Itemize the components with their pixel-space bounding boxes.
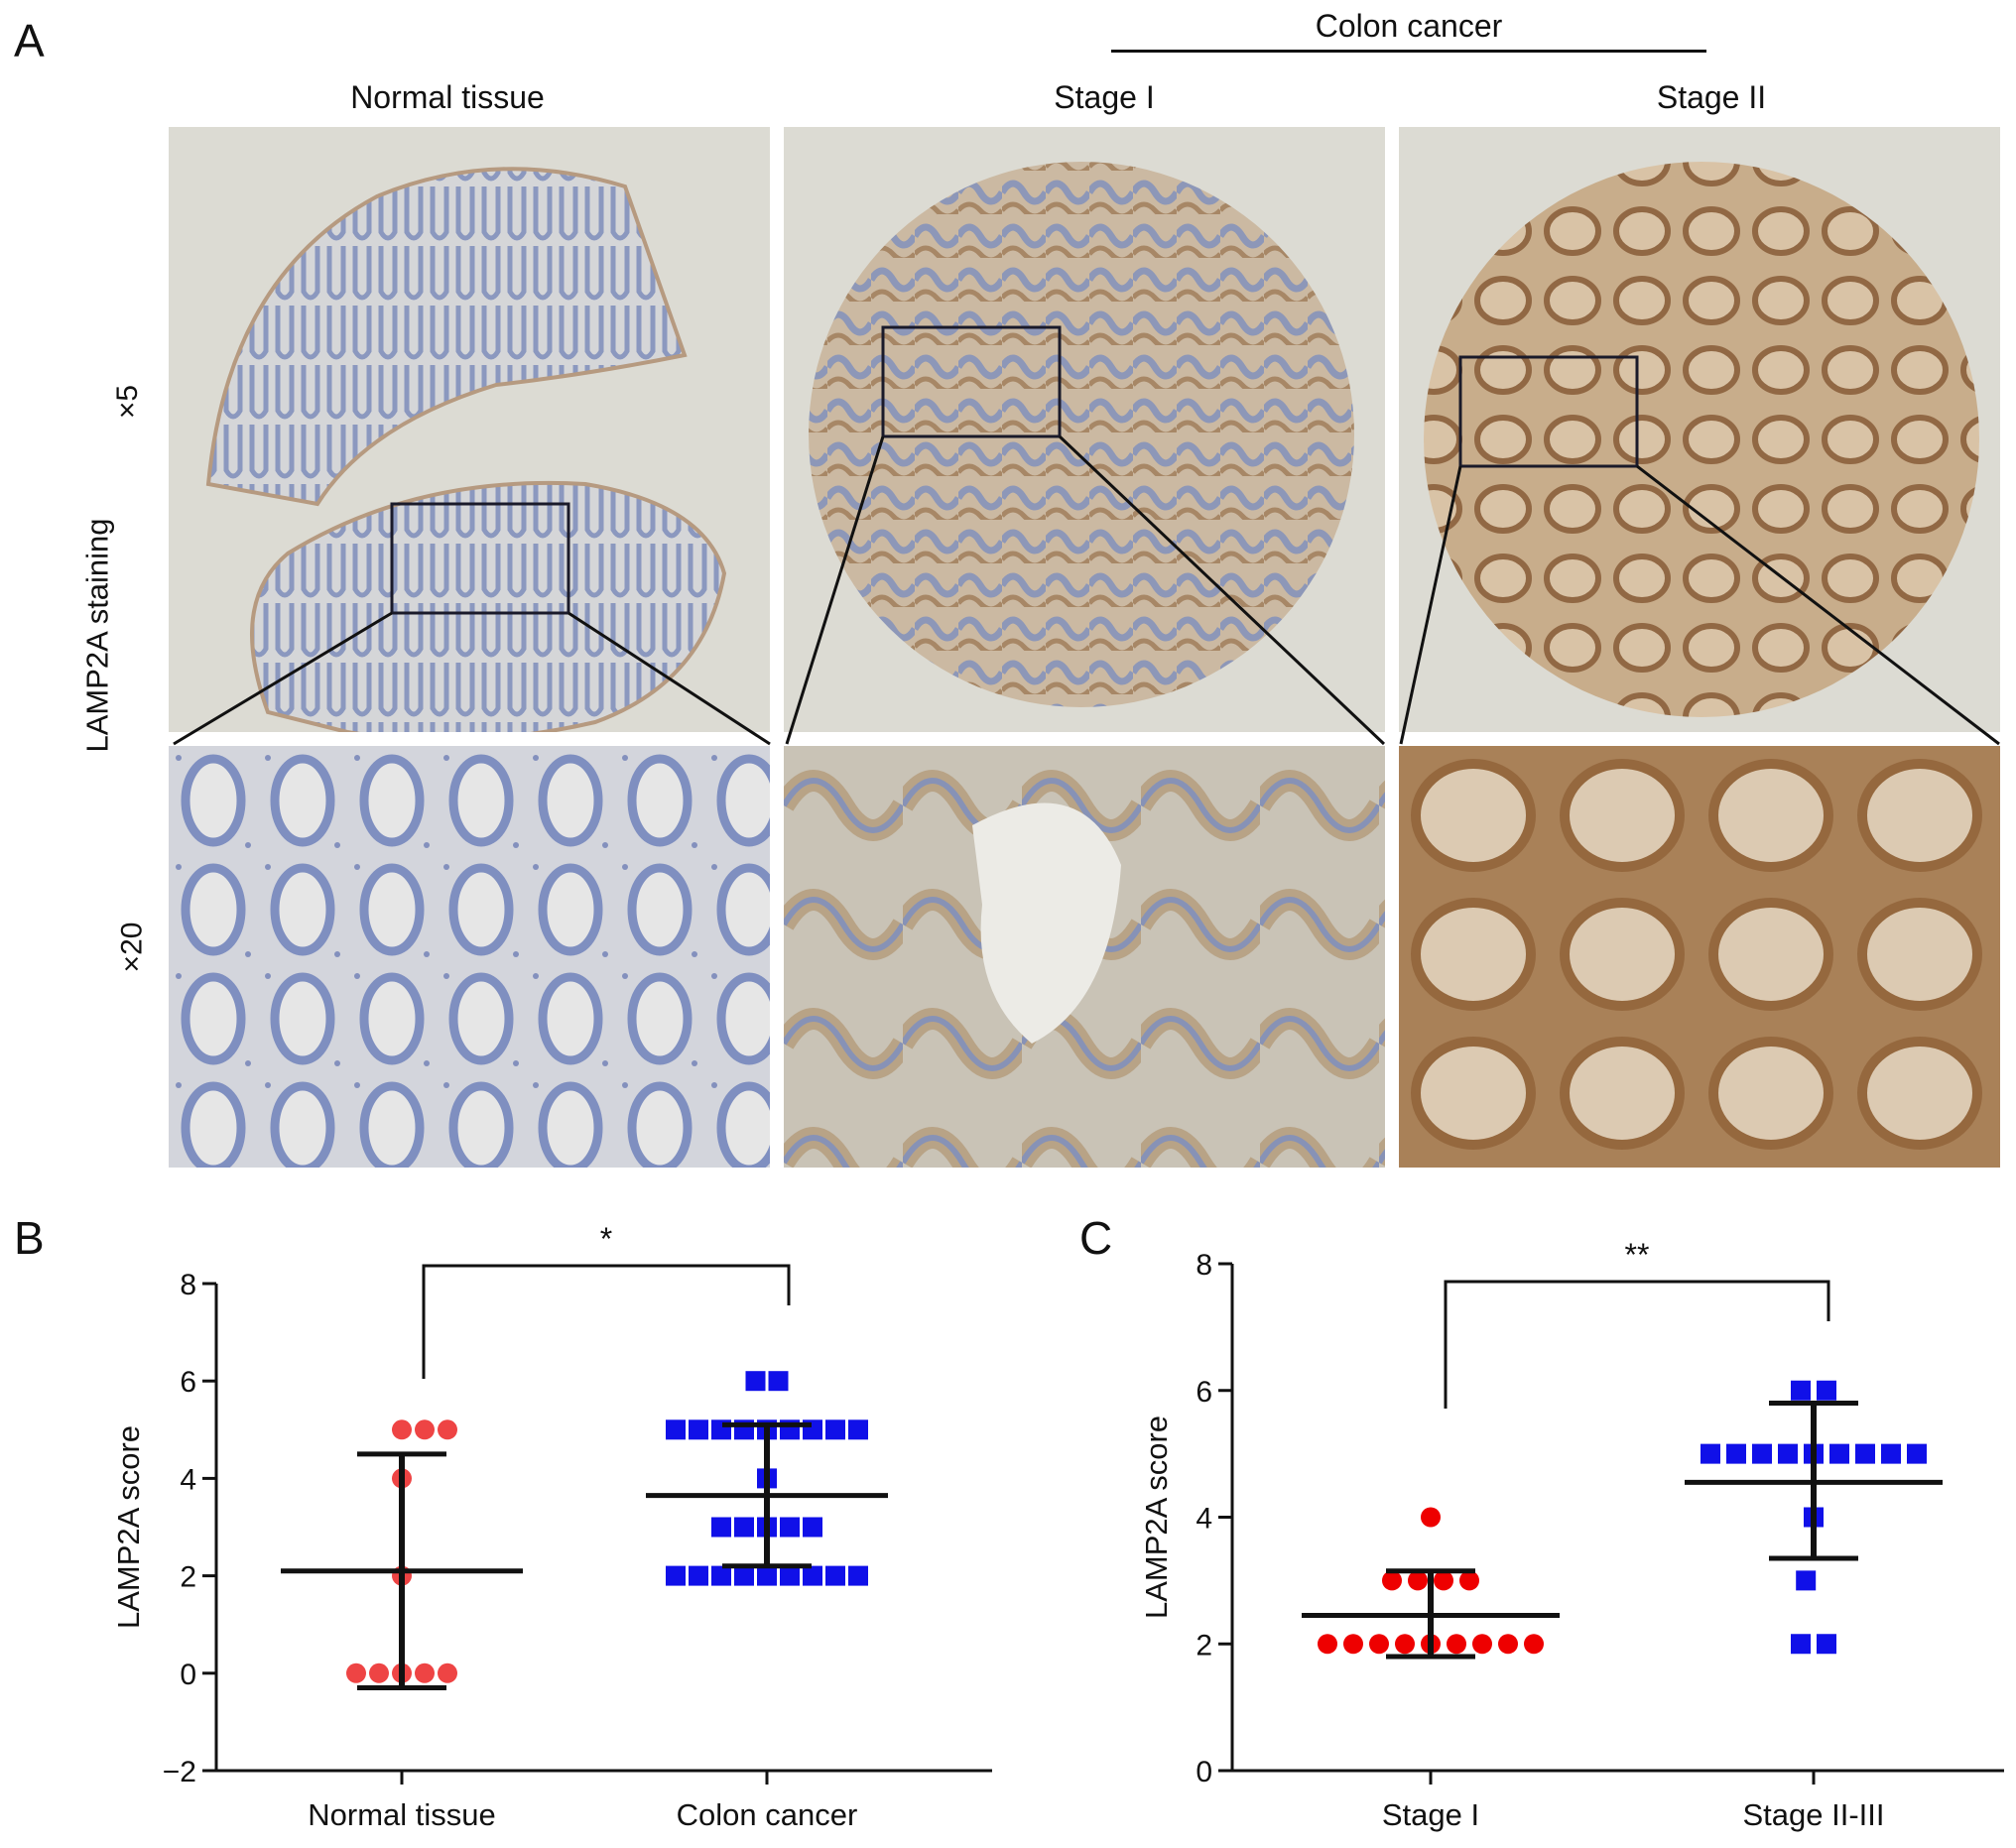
- group-bracket-line: [1111, 50, 1706, 53]
- data-point: [346, 1663, 366, 1683]
- data-point: [1907, 1443, 1927, 1464]
- data-point: [1796, 1570, 1817, 1591]
- data-point: [734, 1517, 754, 1538]
- data-point: [392, 1419, 412, 1440]
- data-point: [780, 1517, 800, 1538]
- column-title-stage-ii: Stage II: [1656, 79, 1767, 115]
- data-point: [1524, 1634, 1544, 1655]
- data-point: [666, 1565, 686, 1586]
- zoom-box-normal: [390, 502, 570, 615]
- data-point: [1817, 1380, 1836, 1401]
- data-point: [711, 1517, 731, 1538]
- y-tick-label: 4: [1196, 1503, 1212, 1536]
- data-point: [780, 1565, 800, 1586]
- zoom-box-stage-ii: [1458, 355, 1639, 468]
- data-point: [1318, 1634, 1337, 1655]
- data-point: [1447, 1634, 1466, 1655]
- data-point: [803, 1517, 822, 1538]
- data-point: [1498, 1634, 1518, 1655]
- data-point: [1343, 1634, 1363, 1655]
- data-point: [848, 1419, 868, 1440]
- data-point: [1752, 1443, 1772, 1464]
- data-point: [1472, 1634, 1492, 1655]
- chart-b: −2 0 2 4 6 8 LAMP2A score Normal tissue Colon ca…: [111, 1221, 992, 1832]
- y-tick-label: 4: [180, 1463, 196, 1496]
- panel-b-letter: B: [14, 1212, 45, 1264]
- y-axis-label: LAMP2A score: [1139, 1416, 1174, 1619]
- zoom-box-stage-i: [881, 325, 1062, 438]
- y-tick-label: 6: [1196, 1376, 1212, 1409]
- y-tick-label: 0: [1196, 1756, 1212, 1788]
- x-tick-label: Stage II-III: [1742, 1797, 1884, 1832]
- zoom-connectors: [173, 434, 2000, 746]
- data-point: [369, 1663, 389, 1683]
- significance-bracket: [422, 1264, 791, 1379]
- data-point: [803, 1565, 822, 1586]
- data-point: [438, 1663, 457, 1683]
- micrograph-stage-i-x20: [784, 746, 1385, 1168]
- y-tick-label: 0: [180, 1659, 196, 1691]
- group-label-colon-cancer: Colon cancer: [1315, 8, 1503, 44]
- micrograph-stage-ii-x20: [1399, 746, 2000, 1168]
- x-tick-label: Colon cancer: [677, 1797, 858, 1832]
- y-tick-label: 2: [1196, 1629, 1212, 1662]
- data-point: [438, 1419, 457, 1440]
- chart-c: 0 2 4 6 8 LAMP2A score Stage I Stage II-III **: [1139, 1237, 2004, 1832]
- panel-c-letter: C: [1079, 1212, 1113, 1264]
- data-point: [1369, 1634, 1389, 1655]
- data-point: [1855, 1443, 1875, 1464]
- y-tick-label: 8: [1196, 1249, 1212, 1282]
- panel-a-letter: A: [14, 15, 45, 66]
- y-tick-label: 6: [180, 1366, 196, 1399]
- data-point: [1726, 1443, 1746, 1464]
- data-point: [689, 1565, 708, 1586]
- significance-stars: **: [1625, 1237, 1650, 1273]
- x-tick-label: Normal tissue: [308, 1797, 496, 1832]
- significance-stars: *: [600, 1221, 612, 1257]
- data-point: [1382, 1570, 1402, 1591]
- data-point: [666, 1419, 686, 1440]
- data-point: [848, 1565, 868, 1586]
- data-point: [1829, 1443, 1849, 1464]
- data-point: [825, 1565, 845, 1586]
- data-point: [415, 1419, 435, 1440]
- data-point: [1791, 1380, 1811, 1401]
- x-tick-label: Stage I: [1382, 1797, 1479, 1832]
- data-point: [711, 1565, 731, 1586]
- data-point: [1791, 1634, 1811, 1655]
- data-point: [734, 1565, 754, 1586]
- column-title-stage-i: Stage I: [1054, 79, 1155, 115]
- data-point: [1421, 1507, 1441, 1528]
- data-point: [415, 1663, 435, 1683]
- data-point: [1701, 1443, 1720, 1464]
- data-point: [1408, 1570, 1428, 1591]
- data-point: [1434, 1570, 1453, 1591]
- y-tick-label: 2: [180, 1561, 196, 1594]
- data-point: [1817, 1634, 1836, 1655]
- data-point: [1459, 1570, 1479, 1591]
- data-point: [1778, 1443, 1798, 1464]
- data-point: [1395, 1634, 1415, 1655]
- y-tick-label: 8: [180, 1269, 196, 1301]
- micrograph-stage-i-x5: [784, 127, 1385, 732]
- micrograph-normal-x5: [169, 127, 770, 732]
- data-point: [757, 1565, 777, 1586]
- micrograph-stage-ii-x5: [1399, 127, 2000, 732]
- micrograph-normal-x20: [169, 746, 770, 1168]
- data-point: [745, 1371, 766, 1392]
- row-label-x20: ×20: [115, 922, 149, 973]
- data-point: [689, 1419, 708, 1440]
- column-title-normal: Normal tissue: [350, 79, 545, 115]
- data-point: [768, 1371, 789, 1392]
- y-tick-label: −2: [163, 1756, 196, 1788]
- data-point: [825, 1419, 845, 1440]
- significance-bracket: [1444, 1280, 1830, 1409]
- y-axis-label: LAMP2A score: [111, 1425, 146, 1629]
- data-point: [1881, 1443, 1901, 1464]
